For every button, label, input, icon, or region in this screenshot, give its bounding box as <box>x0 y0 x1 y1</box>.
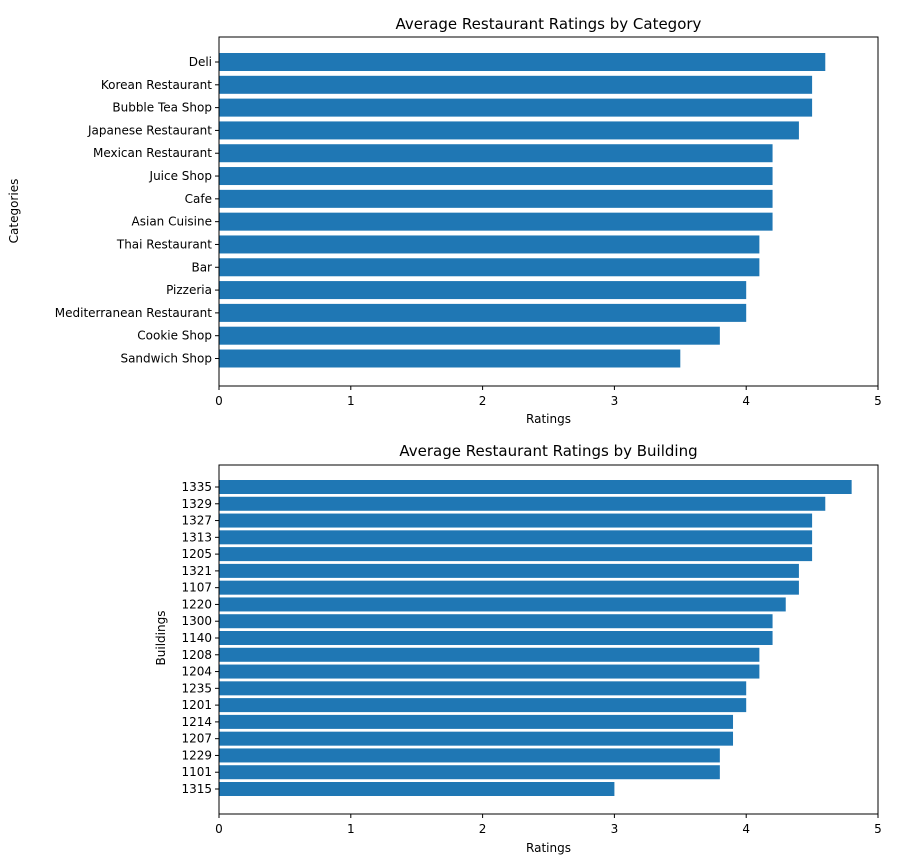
building-y-axis-label: Buildings <box>154 611 168 666</box>
building-x-tick-label: 2 <box>479 822 487 836</box>
building-bar <box>219 714 734 729</box>
building-y-tick-label: 1229 <box>181 748 212 762</box>
building-bars <box>219 480 852 796</box>
category-y-tick-label: Japanese Restaurant <box>87 123 212 137</box>
category-bar <box>219 167 773 186</box>
building-bar <box>219 580 799 595</box>
category-chart-title: Average Restaurant Ratings by Category <box>396 15 702 33</box>
category-x-tick-label: 1 <box>347 394 355 408</box>
category-bar <box>219 144 773 163</box>
category-bar <box>219 281 747 300</box>
category-bar <box>219 349 681 368</box>
category-chart: Average Restaurant Ratings by Category R… <box>7 15 882 426</box>
category-y-ticks: Deli Korean Restaurant Bubble Tea Shop Japa… <box>55 55 219 366</box>
category-x-tick-label: 0 <box>215 394 223 408</box>
building-x-tick-label: 0 <box>215 822 223 836</box>
building-bar <box>219 765 720 780</box>
building-y-tick-label: 1300 <box>181 614 212 628</box>
building-bar <box>219 547 813 562</box>
category-y-tick-label: Pizzeria <box>166 283 212 297</box>
category-plot-frame <box>218 36 879 387</box>
building-plot-frame <box>218 464 879 815</box>
category-bar <box>219 235 760 254</box>
building-bar <box>219 597 786 612</box>
building-x-tick-label: 1 <box>347 822 355 836</box>
category-bar <box>219 326 720 345</box>
building-x-tick-label: 4 <box>742 822 750 836</box>
building-y-tick-label: 1220 <box>181 597 212 611</box>
building-chart: Average Restaurant Ratings by Building R… <box>154 442 882 855</box>
category-bar <box>219 189 773 208</box>
building-bar <box>219 748 720 763</box>
category-bar <box>219 121 799 140</box>
category-x-tick-label: 4 <box>742 394 750 408</box>
category-bar <box>219 212 773 231</box>
building-bar <box>219 513 813 528</box>
building-y-tick-label: 1107 <box>181 581 212 595</box>
category-x-tick-label: 2 <box>479 394 487 408</box>
building-y-tick-label: 1235 <box>181 681 212 695</box>
building-bar <box>219 563 799 578</box>
building-bar <box>219 681 747 696</box>
building-y-tick-label: 1204 <box>181 665 212 679</box>
building-y-tick-label: 1315 <box>181 782 212 796</box>
building-bar <box>219 530 813 545</box>
category-bar <box>219 98 813 117</box>
category-x-ticks: 0 1 2 3 4 5 <box>215 386 882 408</box>
category-x-tick-label: 5 <box>874 394 882 408</box>
category-y-tick-label: Juice Shop <box>149 169 212 183</box>
category-y-tick-label: Asian Cuisine <box>132 215 212 229</box>
category-y-tick-label: Cookie Shop <box>137 329 212 343</box>
category-x-tick-label: 3 <box>611 394 619 408</box>
category-y-tick-label: Bubble Tea Shop <box>112 101 212 115</box>
category-y-tick-label: Thai Restaurant <box>116 237 212 251</box>
category-x-axis-label: Ratings <box>526 412 571 426</box>
building-y-tick-label: 1207 <box>181 732 212 746</box>
building-bar <box>219 614 773 629</box>
building-bar <box>219 731 734 746</box>
building-x-tick-label: 5 <box>874 822 882 836</box>
building-y-tick-label: 1208 <box>181 648 212 662</box>
category-y-tick-label: Bar <box>191 260 212 274</box>
building-bar <box>219 664 760 679</box>
building-bar <box>219 480 852 494</box>
building-y-ticks: 1335 1329 1327 1313 1205 1321 1107 1220 1300 1140… <box>181 480 219 796</box>
building-y-tick-label: 1140 <box>181 631 212 645</box>
category-y-tick-label: Cafe <box>185 192 212 206</box>
building-y-tick-label: 1205 <box>181 547 212 561</box>
building-x-axis-label: Ratings <box>526 841 571 855</box>
building-y-tick-label: 1214 <box>181 715 212 729</box>
building-bar <box>219 698 747 713</box>
category-y-tick-label: Korean Restaurant <box>101 78 212 92</box>
building-x-tick-label: 3 <box>611 822 619 836</box>
building-y-tick-label: 1101 <box>181 765 212 779</box>
building-bar <box>219 631 773 645</box>
category-bar <box>219 75 813 94</box>
building-x-ticks: 0 1 2 3 4 5 <box>215 814 882 836</box>
building-bar <box>219 647 760 662</box>
building-y-tick-label: 1321 <box>181 564 212 578</box>
building-y-tick-label: 1329 <box>181 497 212 511</box>
category-y-tick-label: Mexican Restaurant <box>93 146 212 160</box>
category-bar <box>219 303 747 322</box>
category-y-tick-label: Deli <box>189 55 212 69</box>
category-bar <box>219 258 760 277</box>
category-y-tick-label: Mediterranean Restaurant <box>55 306 213 320</box>
category-y-tick-label: Sandwich Shop <box>120 352 212 366</box>
category-bar <box>219 53 826 71</box>
building-y-tick-label: 1201 <box>181 698 212 712</box>
category-y-axis-label: Categories <box>7 179 21 244</box>
building-bar <box>219 496 826 511</box>
category-bars <box>219 53 826 368</box>
building-y-tick-label: 1335 <box>181 480 212 494</box>
building-chart-title: Average Restaurant Ratings by Building <box>399 442 697 460</box>
building-y-tick-label: 1313 <box>181 530 212 544</box>
building-bar <box>219 782 615 796</box>
building-y-tick-label: 1327 <box>181 514 212 528</box>
